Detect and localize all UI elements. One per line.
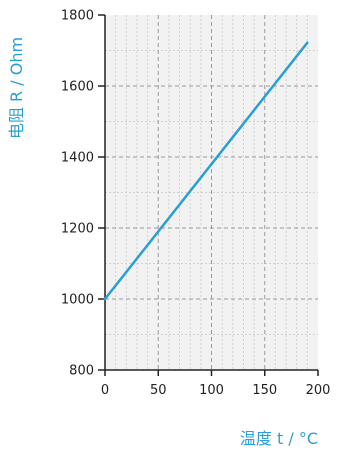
y-tick-label: 1800 [61, 9, 94, 24]
x-tick-label: 0 [101, 383, 109, 398]
y-tick-label: 1400 [61, 151, 94, 166]
x-tick-label: 150 [252, 383, 277, 398]
y-tick-label: 1200 [61, 222, 94, 237]
x-axis-label: 温度 t / °C [240, 429, 318, 448]
series-layer [103, 41, 309, 301]
series-line-0 [103, 41, 309, 301]
x-tick-label: 100 [199, 383, 224, 398]
y-tick-label: 1000 [61, 293, 94, 308]
grid-major [105, 15, 318, 370]
tick-marks [98, 14, 319, 376]
y-tick-label: 1600 [61, 80, 94, 95]
tick-labels: 800 1000 1200 1400 1600 1800 0 50 100 150 200 [61, 9, 331, 399]
x-tick-label: 200 [306, 383, 331, 398]
y-axis-label: 电阻 R / Ohm [7, 37, 26, 139]
x-tick-label: 50 [150, 383, 167, 398]
y-tick-label: 800 [69, 364, 94, 379]
